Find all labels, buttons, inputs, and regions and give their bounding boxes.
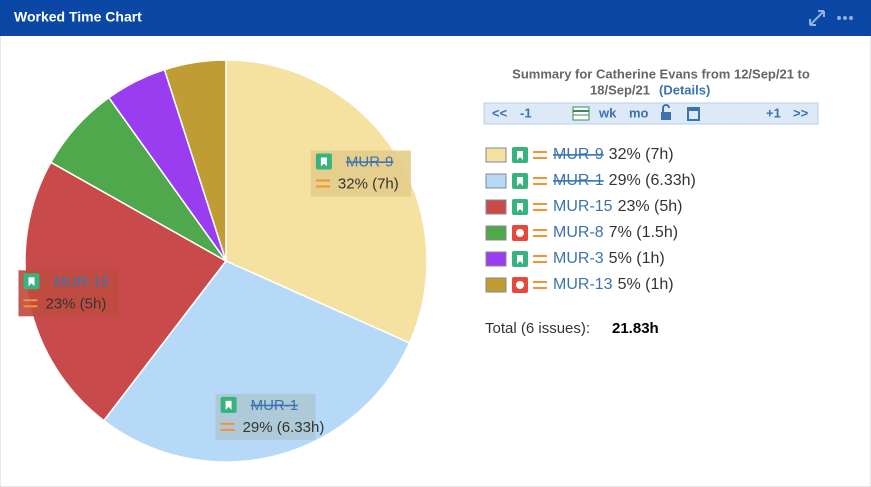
priority-icon bbox=[533, 235, 547, 237]
bug-icon-dot bbox=[516, 281, 524, 289]
legend-value: 32% (7h) bbox=[609, 146, 674, 163]
slice-label: MUR-1 29% (6.33h) bbox=[215, 393, 325, 440]
story-icon-mark bbox=[517, 255, 523, 264]
legend-name[interactable]: MUR-8 bbox=[553, 224, 604, 241]
priority-icon bbox=[315, 185, 330, 188]
legend-swatch bbox=[485, 277, 507, 293]
legend-swatch bbox=[485, 225, 507, 241]
legend-value: 23% (5h) bbox=[618, 198, 683, 215]
legend-swatch bbox=[485, 147, 507, 163]
priority-icon bbox=[533, 281, 547, 283]
header-title: Worked Time Chart bbox=[14, 9, 142, 25]
slice-label: MUR-9 32% (7h) bbox=[310, 150, 411, 197]
legend-swatch bbox=[485, 251, 507, 267]
slice-label-value: 29% (6.33h) bbox=[243, 419, 325, 436]
story-icon-mark bbox=[28, 277, 35, 287]
priority-icon bbox=[23, 299, 38, 302]
legend-value: 29% (6.33h) bbox=[609, 172, 696, 189]
priority-icon bbox=[533, 209, 547, 211]
story-icon-mark bbox=[320, 157, 327, 167]
legend-value: 5% (1h) bbox=[609, 250, 665, 267]
priority-icon bbox=[315, 179, 330, 182]
priority-icon bbox=[533, 255, 547, 257]
week-grid-icon[interactable] bbox=[572, 106, 590, 121]
priority-icon bbox=[533, 183, 547, 185]
slice-label-value: 23% (5h) bbox=[45, 295, 106, 312]
expand-icon[interactable] bbox=[809, 10, 825, 26]
story-icon-mark bbox=[517, 203, 523, 212]
pie-slice[interactable] bbox=[102, 260, 411, 463]
total-value: 21.83h bbox=[612, 320, 659, 337]
slice-label-name[interactable]: MUR-9 bbox=[346, 153, 394, 170]
priority-icon bbox=[533, 157, 547, 159]
prev-big-button[interactable]: << bbox=[492, 105, 508, 120]
pie: MUR-9 32% (7h) MUR-1 29% (6.33h) MUR-15 23% (… bbox=[18, 59, 428, 463]
legend-value: 7% (1.5h) bbox=[609, 224, 678, 241]
summary-title: Summary for Catherine Evans from 12/Sep/… bbox=[512, 66, 810, 81]
slice-label-name[interactable]: MUR-1 bbox=[251, 397, 299, 414]
priority-icon bbox=[533, 261, 547, 263]
priority-icon bbox=[533, 203, 547, 205]
slice-label-value: 32% (7h) bbox=[338, 175, 399, 192]
story-icon-mark bbox=[225, 400, 232, 410]
priority-icon bbox=[23, 305, 38, 308]
details-link[interactable]: (Details) bbox=[659, 82, 710, 97]
slice-label: MUR-15 23% (5h) bbox=[18, 270, 119, 317]
month-button[interactable]: mo bbox=[629, 105, 649, 120]
priority-icon bbox=[533, 229, 547, 231]
story-icon-mark bbox=[517, 151, 523, 160]
legend-swatch bbox=[485, 199, 507, 215]
legend-swatch bbox=[485, 173, 507, 189]
calendar-icon[interactable] bbox=[687, 107, 700, 121]
priority-icon bbox=[533, 177, 547, 179]
priority-icon bbox=[533, 151, 547, 153]
header-bar bbox=[0, 0, 871, 36]
next-big-button[interactable]: >> bbox=[793, 105, 809, 120]
week-button[interactable]: wk bbox=[598, 105, 617, 120]
next-button[interactable]: +1 bbox=[766, 105, 781, 120]
legend-name[interactable]: MUR-15 bbox=[553, 198, 613, 215]
more-icon[interactable] bbox=[837, 16, 853, 20]
bug-icon-dot bbox=[516, 229, 524, 237]
story-icon-mark bbox=[517, 177, 523, 186]
legend-value: 5% (1h) bbox=[618, 276, 674, 293]
total-label: Total (6 issues): bbox=[485, 320, 590, 337]
legend-name[interactable]: MUR-1 bbox=[553, 172, 604, 189]
priority-icon bbox=[220, 422, 235, 425]
legend-name[interactable]: MUR-3 bbox=[553, 250, 604, 267]
slice-label-name[interactable]: MUR-15 bbox=[53, 273, 109, 290]
priority-icon bbox=[220, 428, 235, 431]
priority-icon bbox=[533, 287, 547, 289]
legend: MUR-9 32% (7h) MUR-1 29% (6.33h) MUR-15 23% (… bbox=[485, 146, 696, 293]
summary-dates: 18/Sep/21 bbox=[590, 82, 650, 97]
prev-button[interactable]: -1 bbox=[520, 105, 532, 120]
legend-name[interactable]: MUR-13 bbox=[553, 276, 613, 293]
pie-slice[interactable] bbox=[163, 59, 227, 262]
legend-name[interactable]: MUR-9 bbox=[553, 146, 604, 163]
toolbar bbox=[483, 102, 819, 125]
lock-icon[interactable] bbox=[661, 104, 671, 120]
